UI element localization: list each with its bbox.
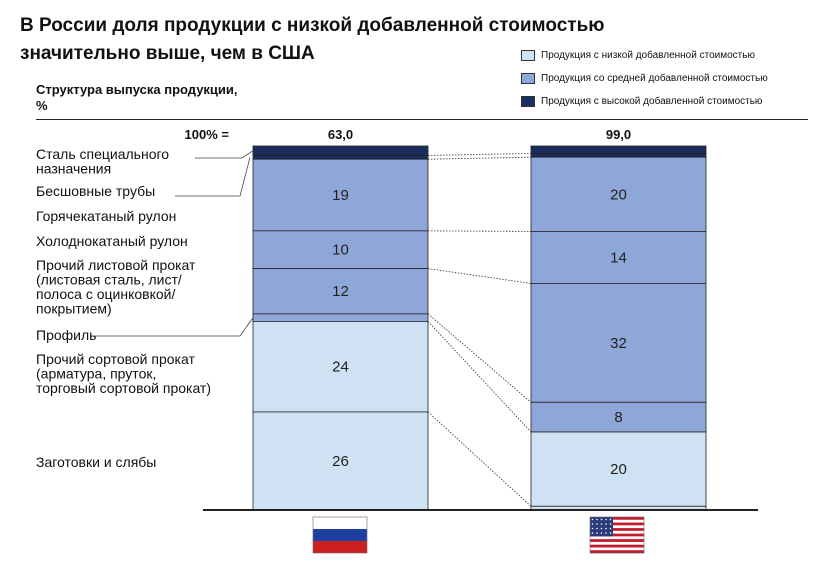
bar-segment: [252, 411, 429, 511]
chart-title: В России доля продукции с низкой добавле…: [20, 12, 605, 68]
category-label: Прочий сортовой прокат: [36, 351, 195, 367]
bar-segment: [252, 155, 429, 160]
bar-segment: [530, 156, 707, 232]
usa-flag: [589, 516, 645, 554]
connector-line: [427, 153, 532, 156]
connector-line: [427, 156, 532, 160]
segment-value-label: 20: [610, 186, 627, 203]
category-label: Профиль: [36, 327, 96, 343]
segment-value-label: 10: [332, 242, 349, 259]
russia-flag: [312, 516, 368, 554]
bar-segment: [530, 401, 707, 433]
category-label: Горячекатаный рулон: [36, 208, 176, 224]
connector-line: [427, 411, 532, 507]
bar-segment: [252, 230, 429, 269]
bar-segment: [252, 145, 429, 156]
category-label: (листовая сталь, лист/: [36, 272, 182, 288]
category-leader-line: [175, 157, 251, 197]
legend-swatch-medium: [521, 73, 535, 84]
category-label: (арматура, пруток,: [36, 366, 156, 382]
legend-swatch-high: [521, 96, 535, 107]
category-label: Холоднокатаный рулон: [36, 233, 188, 249]
category-label: назначения: [36, 161, 111, 177]
legend-label-low: Продукция с низкой добавленной стоимость…: [541, 50, 755, 61]
segment-value-label: 32: [610, 335, 627, 352]
segment-value-label: 19: [332, 187, 349, 204]
segment-value-label: 24: [332, 359, 349, 376]
segment-value-label: 26: [332, 453, 349, 470]
legend-item-low: Продукция с низкой добавленной стоимость…: [521, 44, 768, 67]
legend-label-high: Продукция с высокой добавленной стоимост…: [541, 96, 763, 107]
category-leader-line: [92, 317, 254, 337]
category-label: полоса с оцинковкой/: [36, 286, 175, 302]
category-label: Заготовки и слябы: [36, 454, 156, 470]
total-prefix-label: 100% =: [185, 127, 230, 142]
connector-line: [427, 313, 532, 403]
segment-value-label: 12: [332, 283, 349, 300]
category-label: Сталь специального: [36, 146, 169, 162]
legend-swatch-low: [521, 50, 535, 61]
category-label: Бесшовные трубы: [36, 183, 155, 199]
total-label-0: 63,0: [328, 127, 353, 142]
subtitle-line-1: Структура выпуска продукции,: [36, 82, 238, 97]
category-label: покрытием): [36, 301, 112, 317]
bar-segment: [252, 268, 429, 315]
connector-line: [427, 268, 532, 284]
subtitle-line-2: %: [36, 98, 48, 113]
title-line-1: В России доля продукции с низкой добавле…: [20, 15, 605, 36]
legend-item-high: Продукция с высокой добавленной стоимост…: [521, 90, 768, 113]
legend: Продукция с низкой добавленной стоимость…: [521, 44, 768, 113]
segment-value-label: 14: [610, 249, 627, 266]
title-line-2: значительно выше, чем в США: [20, 43, 315, 64]
legend-label-medium: Продукция со средней добавленной стоимос…: [541, 73, 768, 84]
bar-segment: [252, 158, 429, 232]
segment-value-label: 20: [610, 461, 627, 478]
bar-segment: [252, 313, 429, 322]
bar-segment: [530, 153, 707, 158]
total-label-1: 99,0: [606, 127, 631, 142]
connector-line: [427, 321, 532, 433]
category-leader-line: [195, 150, 254, 159]
connector-line: [427, 230, 532, 232]
segment-value-label: 8: [614, 409, 622, 426]
category-label: Прочий листовой прокат: [36, 257, 196, 273]
chart-subtitle: Структура выпуска продукции, %: [36, 82, 238, 114]
bar-segment: [252, 320, 429, 413]
bar-segment: [530, 145, 707, 154]
bar-segment: [530, 431, 707, 507]
legend-item-medium: Продукция со средней добавленной стоимос…: [521, 67, 768, 90]
category-label: торговый сортовой прокат): [36, 380, 211, 396]
header-rule: [36, 119, 808, 120]
bar-segment: [530, 283, 707, 403]
